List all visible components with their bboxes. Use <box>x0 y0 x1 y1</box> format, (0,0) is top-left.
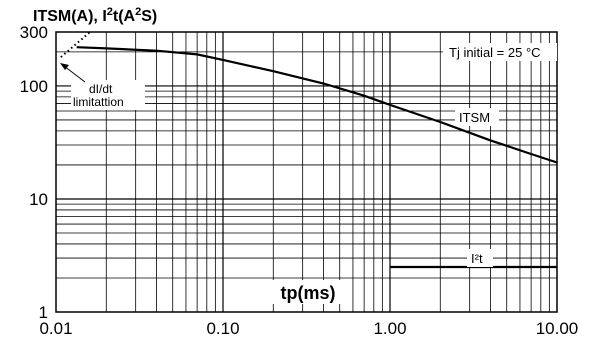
y-tick-label: 10 <box>29 190 48 209</box>
didt-label-bg <box>71 80 145 110</box>
tj-label: Tj initial = 25 °C <box>449 45 541 60</box>
i2t-label-bg <box>467 249 493 267</box>
x-label-bg <box>272 280 344 304</box>
x-axis-label: tp(ms) <box>281 283 336 303</box>
chart-title: ITSM(A), I2t(A2S) <box>33 6 157 25</box>
grid <box>56 32 557 312</box>
y-axis-ticks: 1 10 100 300 <box>20 23 48 322</box>
itsm-label-bg <box>455 108 499 126</box>
itsm-label: ITSM <box>459 110 490 125</box>
tj-label-bg <box>443 43 557 61</box>
didt-label-line2: limitattion <box>73 95 124 109</box>
didt-label-line1: dI/dt <box>89 82 113 96</box>
i2t-label: I²t <box>471 251 483 266</box>
didt-arrow <box>63 65 86 83</box>
didt-limit-line <box>60 31 91 58</box>
x-axis-ticks: 0.01 0.10 1.00 10.00 <box>39 319 578 338</box>
y-tick-label: 300 <box>20 23 48 42</box>
plot-frame <box>55 31 558 313</box>
x-tick-label: 1.00 <box>373 319 406 338</box>
series-line-0 <box>76 46 558 164</box>
y-tick-label: 100 <box>20 77 48 96</box>
x-tick-label: 0.01 <box>39 319 72 338</box>
didt-arrowhead <box>60 63 69 70</box>
x-tick-label: 10.00 <box>536 319 579 338</box>
y-tick-label: 1 <box>39 303 48 322</box>
x-tick-label: 0.10 <box>206 319 239 338</box>
